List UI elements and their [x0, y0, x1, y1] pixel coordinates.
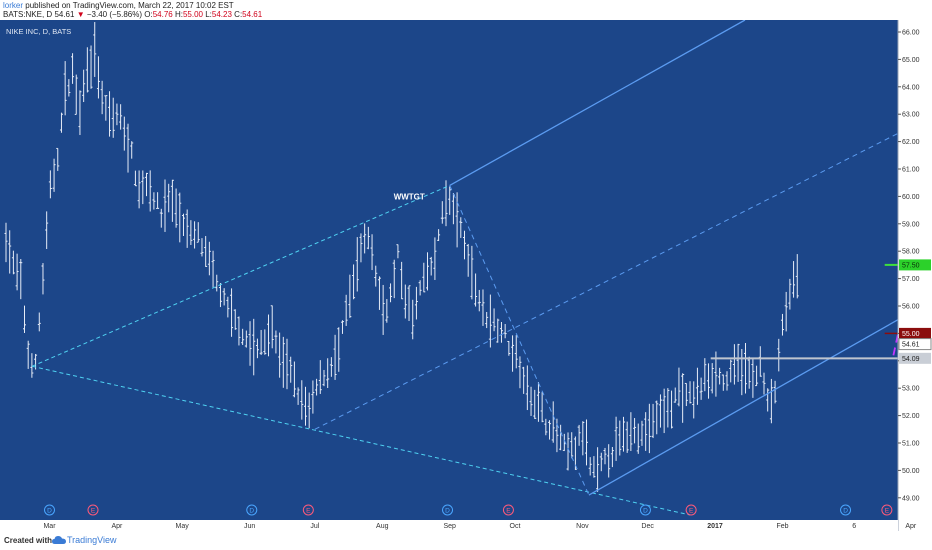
earnings-marker: [685, 504, 697, 516]
time-axis-label: 6: [852, 523, 856, 530]
time-axis-label: Apr: [905, 523, 917, 530]
earnings-marker: [302, 504, 314, 516]
high-value: 55.00: [182, 10, 203, 19]
published-text: published on TradingView.com, March 22, …: [25, 1, 234, 10]
last-price: 54.61: [54, 10, 75, 19]
channel-median-line: [314, 132, 899, 430]
time-axis-labels: Mar Apr May Jun Jul Aug Sep Oct Nov Dec 2017 Feb 6 Ap…: [43, 523, 917, 530]
time-axis[interactable]: [0, 520, 898, 531]
price-tick-label: 53.00: [902, 386, 920, 393]
channel-upper-line: [449, 20, 746, 187]
dividend-marker-label: D: [643, 508, 648, 515]
earnings-marker-label: E: [91, 508, 96, 515]
time-axis-label: Nov: [576, 523, 589, 530]
open-value: 54.76: [152, 10, 173, 19]
low-label: L:: [205, 10, 212, 19]
price-tick-label: 60.00: [902, 194, 920, 201]
symbol-line: BATS:NKE, D 54.61 ▼ −3.40 (−5.86%) O:54.…: [3, 10, 262, 19]
dividend-marker: [44, 504, 55, 516]
low-value: 54.23: [211, 10, 232, 19]
price-tick-label: 65.00: [902, 57, 920, 64]
price-axis[interactable]: [898, 20, 932, 531]
price-badge-label: 57.50: [902, 262, 920, 269]
earnings-marker-label: E: [506, 508, 511, 515]
created-with-text: Created with: [4, 536, 53, 545]
price-badge-label: 54.09: [902, 356, 920, 363]
pitchfork-upper-handle: [31, 184, 450, 367]
price-badge-green: [899, 259, 931, 271]
time-axis-label: Dec: [641, 523, 654, 530]
dividend-marker: [639, 504, 651, 516]
pitchfork-lower-handle: [31, 365, 691, 516]
channel-lower-line: [588, 319, 899, 496]
earnings-marker: [502, 504, 514, 516]
close-label: C:: [234, 10, 243, 19]
time-axis-label: Oct: [510, 523, 521, 530]
time-axis-label: 2017: [707, 523, 723, 530]
time-axis-label: Apr: [111, 523, 123, 530]
footer-bar: Created with TradingView: [0, 531, 932, 550]
price-chart[interactable]: WWTGT+Cs-PDEDEDEDEDE NIKE INC, D, BATS 4…: [0, 20, 932, 531]
down-arrow-icon: ▼: [76, 10, 85, 19]
earnings-marker: [87, 504, 99, 516]
price-tick-label: 63.00: [902, 112, 920, 119]
dividend-marker-label: D: [47, 508, 52, 515]
chart-title: NIKE INC, D, BATS: [6, 27, 71, 36]
price-tick-label: 64.00: [902, 84, 920, 91]
price-tick-label: 49.00: [902, 495, 920, 502]
price-tick-label: 59.00: [902, 221, 920, 228]
close-value: 54.61: [242, 10, 263, 19]
change-text: −3.40 (−5.86%): [86, 10, 143, 19]
plot-area[interactable]: [0, 20, 898, 520]
price-tick-label: 62.00: [902, 139, 920, 146]
time-axis-label: Jun: [244, 523, 255, 530]
open-label: O:: [144, 10, 153, 19]
header-bar: lorker published on TradingView.com, Mar…: [0, 0, 932, 20]
price-tick-label: 57.00: [902, 276, 920, 283]
tradingview-brand[interactable]: TradingView: [67, 535, 117, 545]
earnings-marker-label: E: [689, 508, 694, 515]
price-badge-gray: [899, 352, 931, 364]
price-tick-label: 51.00: [902, 441, 920, 448]
ohlc-bars: [4, 22, 799, 492]
dividend-marker-label: D: [843, 508, 848, 515]
earnings-marker-label: E: [885, 508, 890, 515]
time-axis-label: Sep: [443, 523, 456, 530]
time-axis-label: Aug: [376, 523, 389, 530]
symbol-text: BATS:NKE, D: [3, 10, 53, 19]
time-axis-label: Jul: [310, 523, 319, 530]
swing-drop-line: [449, 185, 590, 496]
price-badges: 57.50 55.00 54.61 54.09: [898, 259, 932, 364]
price-tick-label: 52.00: [902, 413, 920, 420]
price-tick-label: 56.00: [902, 304, 920, 311]
time-axis-label: Mar: [43, 523, 56, 530]
price-badge-label: 55.00: [902, 331, 920, 338]
price-badge-white: [898, 338, 932, 351]
earnings-marker-label: E: [306, 508, 311, 515]
dividend-marker: [840, 504, 852, 516]
price-badge-label: 54.61: [902, 342, 920, 349]
dividend-marker-label: D: [249, 508, 254, 515]
publish-line: lorker published on TradingView.com, Mar…: [3, 1, 234, 10]
high-label: H:: [174, 10, 183, 19]
wwtgt-label: WWTGT: [394, 192, 425, 201]
price-tick-label: 61.00: [902, 167, 920, 174]
price-tick-label: 58.00: [902, 249, 920, 256]
price-tick-label: 50.00: [902, 468, 920, 475]
time-axis-label: May: [176, 523, 190, 530]
dividend-marker: [442, 504, 454, 516]
author-link[interactable]: lorker: [3, 1, 24, 10]
dividend-marker-label: D: [445, 508, 450, 515]
price-badge-red: [899, 327, 931, 339]
dividend-marker: [246, 504, 258, 516]
tradingview-cloud-icon: [52, 536, 66, 544]
time-axis-label: Feb: [776, 523, 788, 530]
earnings-marker: [881, 504, 893, 516]
price-tick-label: 66.00: [902, 30, 920, 37]
